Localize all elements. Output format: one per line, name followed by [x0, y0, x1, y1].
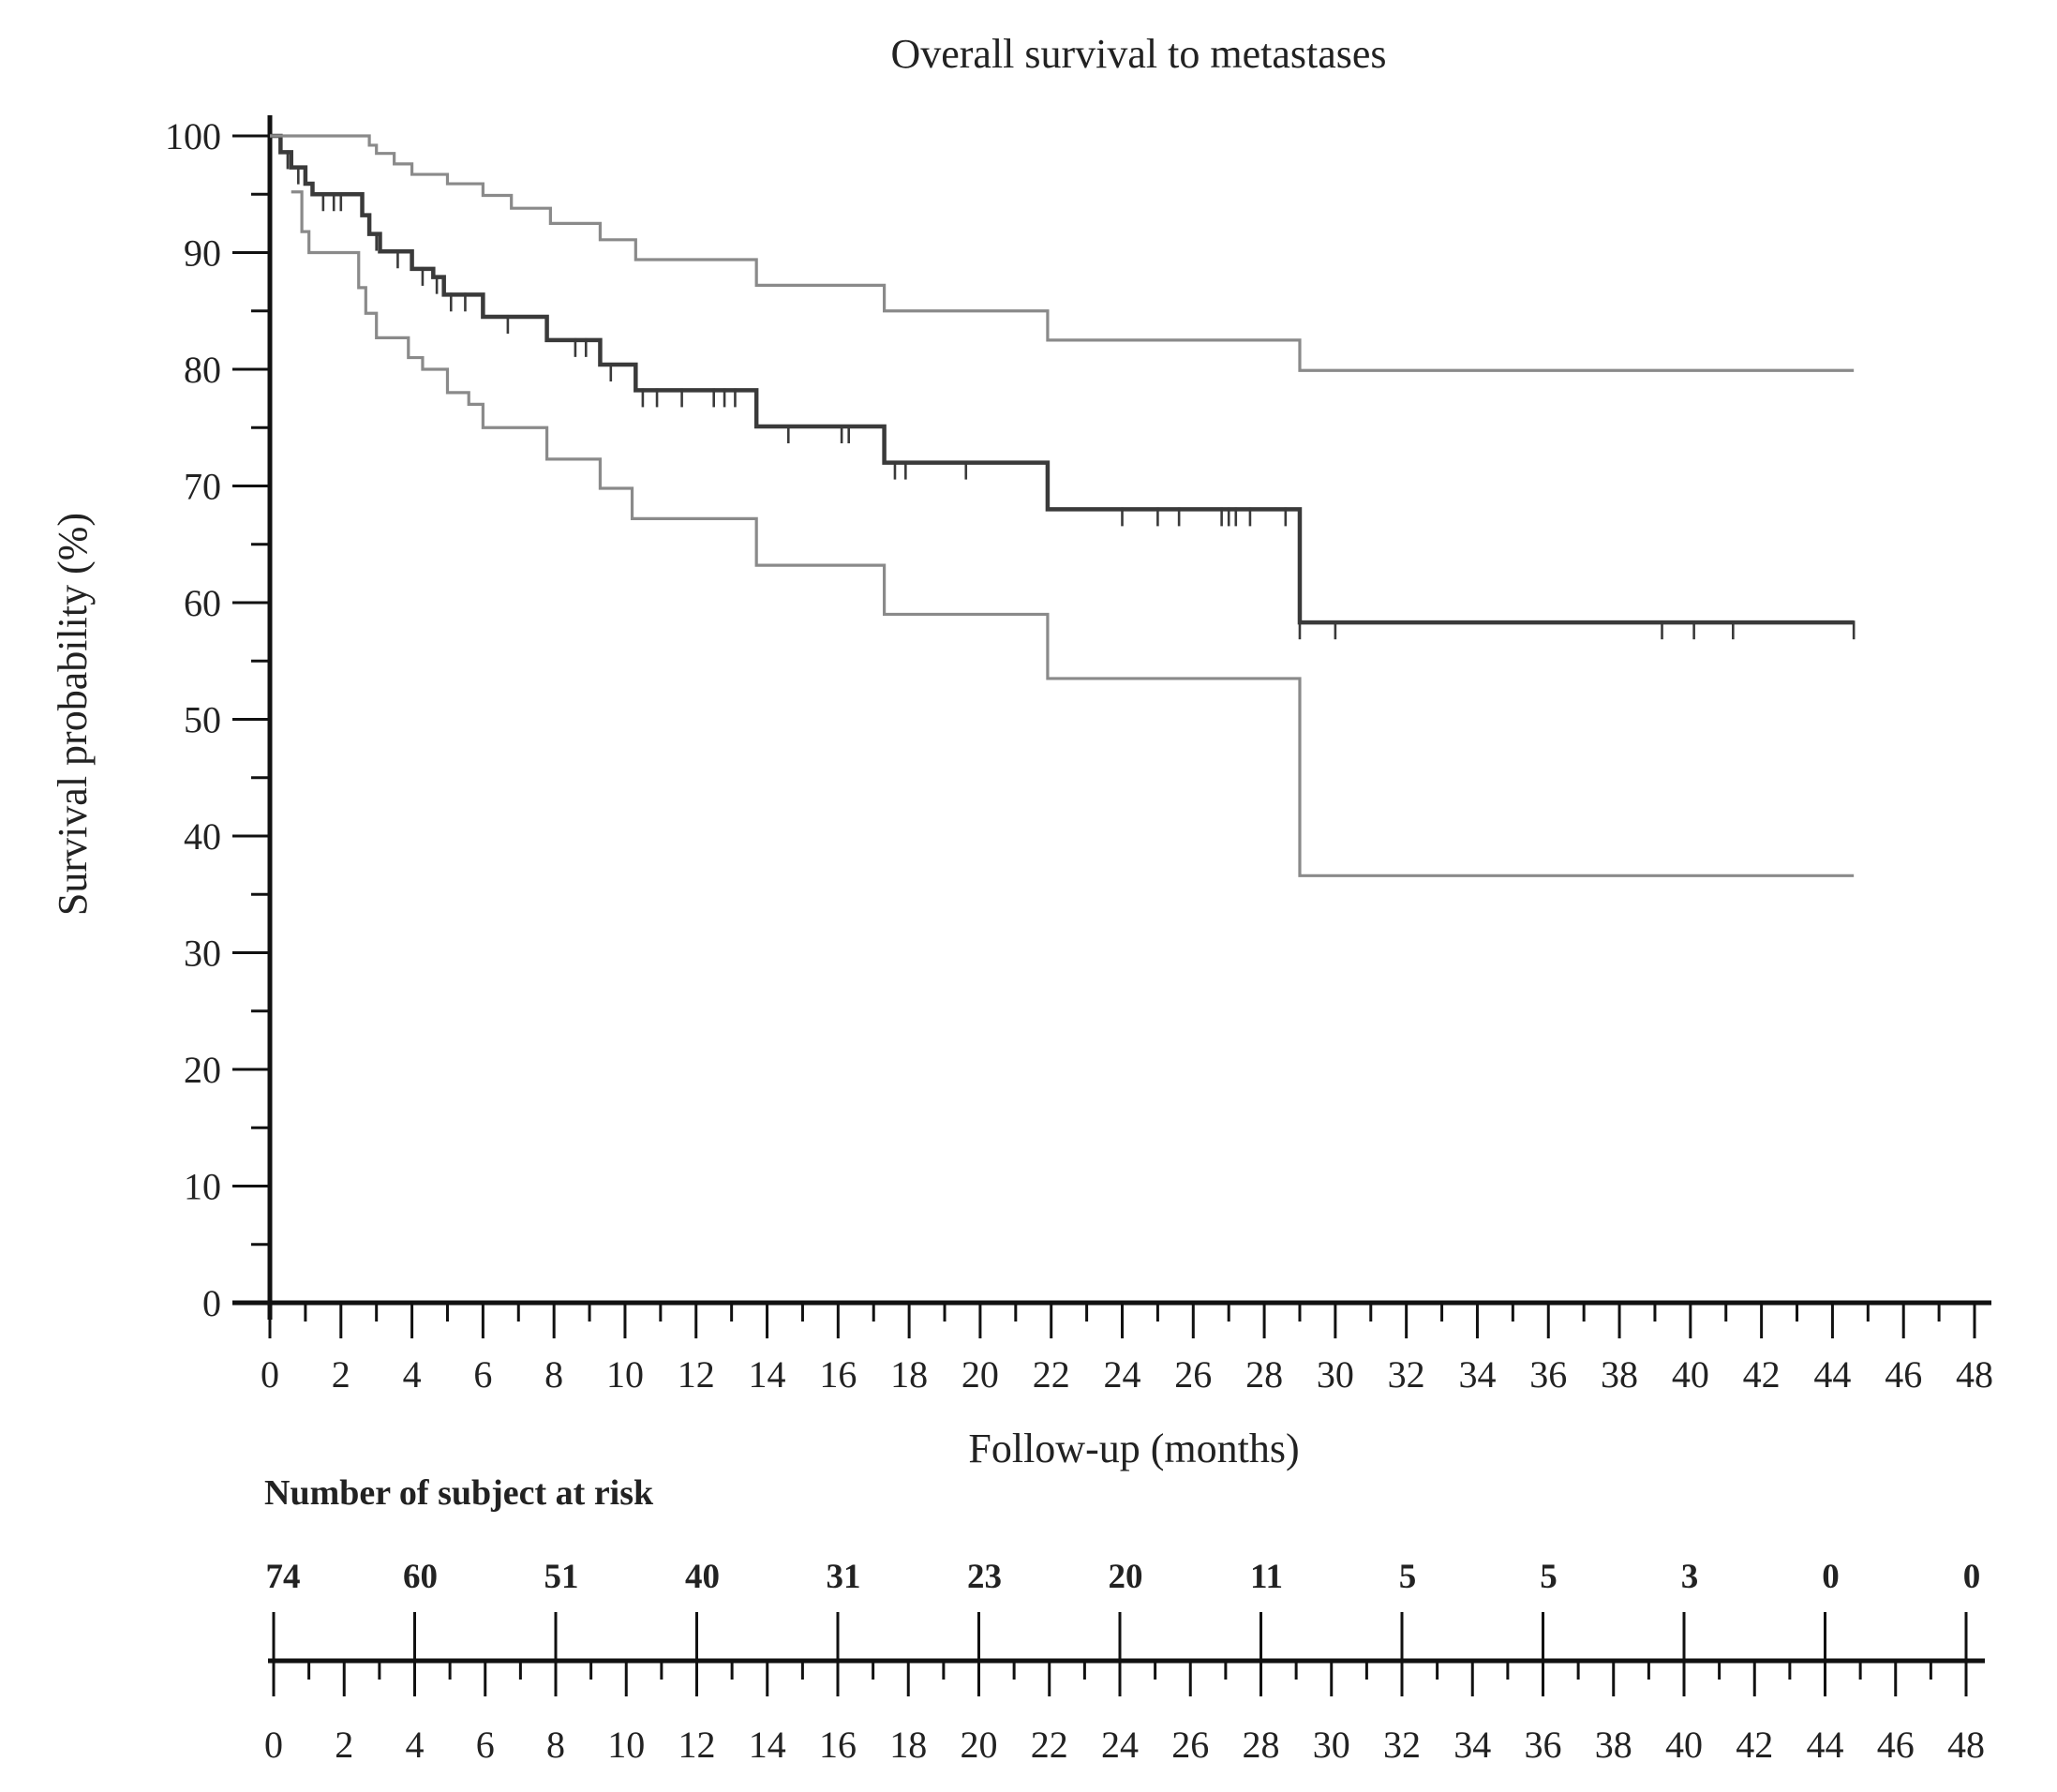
- y-tick-label: 10: [184, 1166, 221, 1208]
- risk-table-title: Number of subject at risk: [264, 1473, 654, 1513]
- risk-x-tick-label: 42: [1736, 1724, 1773, 1766]
- x-tick-label: 12: [678, 1353, 715, 1396]
- x-tick-label: 46: [1885, 1353, 1922, 1396]
- risk-count: 74: [266, 1558, 301, 1596]
- x-tick-label: 18: [890, 1353, 928, 1396]
- risk-x-tick-label: 30: [1313, 1724, 1350, 1766]
- risk-x-tick-label: 40: [1665, 1724, 1703, 1766]
- x-tick-label: 48: [1956, 1353, 1993, 1396]
- risk-x-tick-label: 0: [264, 1724, 283, 1766]
- risk-x-tick-label: 24: [1101, 1724, 1139, 1766]
- risk-x-tick-label: 12: [678, 1724, 716, 1766]
- x-tick-label: 20: [961, 1353, 999, 1396]
- risk-x-tick-label: 22: [1031, 1724, 1068, 1766]
- x-tick-label: 42: [1743, 1353, 1781, 1396]
- risk-x-tick-label: 26: [1171, 1724, 1209, 1766]
- x-tick-label: 14: [749, 1353, 786, 1396]
- x-tick-label: 4: [403, 1353, 422, 1396]
- x-tick-label: 26: [1174, 1353, 1212, 1396]
- x-tick-label: 24: [1104, 1353, 1141, 1396]
- risk-x-tick-label: 8: [546, 1724, 565, 1766]
- y-axis-label: Survival probability (%): [50, 513, 96, 916]
- x-tick-label: 8: [544, 1353, 563, 1396]
- risk-table: 0 2 4 6 8 10 12 14 16 18 20 22 24 26 28 30 32 34 36 38 40 42 4…: [264, 1558, 1985, 1766]
- risk-count: 3: [1681, 1558, 1699, 1596]
- x-tick-label: 44: [1813, 1353, 1851, 1396]
- survival-curves: [270, 133, 1856, 877]
- lower-ci-line: [291, 190, 1855, 877]
- upper-ci-line: [270, 134, 1855, 372]
- risk-count: 11: [1250, 1558, 1283, 1596]
- y-tick-label: 100: [165, 115, 221, 157]
- x-tick-label: 40: [1672, 1353, 1709, 1396]
- x-tick-label: 34: [1458, 1353, 1496, 1396]
- risk-count: 20: [1109, 1558, 1143, 1596]
- x-tick-label: 28: [1245, 1353, 1283, 1396]
- y-tick-label: 0: [202, 1282, 221, 1324]
- risk-x-tick-label: 2: [335, 1724, 353, 1766]
- risk-count: 5: [1399, 1558, 1417, 1596]
- y-tick-label: 20: [184, 1049, 221, 1091]
- survival-estimate-line: [270, 133, 1855, 625]
- risk-x-tick-label: 20: [961, 1724, 998, 1766]
- risk-x-tick-label: 36: [1525, 1724, 1562, 1766]
- risk-count: 60: [403, 1558, 438, 1596]
- x-tick-label: 36: [1529, 1353, 1567, 1396]
- risk-count: 31: [827, 1558, 861, 1596]
- risk-x-tick-label: 4: [406, 1724, 425, 1766]
- risk-x-tick-label: 28: [1243, 1724, 1280, 1766]
- y-tick-label: 90: [184, 232, 221, 275]
- risk-count: 0: [1822, 1558, 1840, 1596]
- x-tick-label: 22: [1033, 1353, 1070, 1396]
- risk-x-tick-label: 10: [607, 1724, 645, 1766]
- risk-count: 51: [544, 1558, 579, 1596]
- risk-count: 5: [1540, 1558, 1558, 1596]
- y-tick-label: 70: [184, 466, 221, 508]
- x-tick-label: 0: [261, 1353, 279, 1396]
- x-tick-label: 6: [473, 1353, 492, 1396]
- risk-x-tick-label: 6: [476, 1724, 495, 1766]
- risk-x-tick-label: 46: [1877, 1724, 1915, 1766]
- x-tick-label: 16: [819, 1353, 857, 1396]
- risk-count: 23: [967, 1558, 1002, 1596]
- x-tick-label: 38: [1601, 1353, 1638, 1396]
- risk-x-tick-label: 16: [819, 1724, 857, 1766]
- risk-x-tick-label: 34: [1453, 1724, 1491, 1766]
- risk-x-tick-label: 14: [749, 1724, 786, 1766]
- chart-title: Overall survival to metastases: [890, 31, 1386, 77]
- y-tick-label: 60: [184, 582, 221, 624]
- risk-count: 40: [685, 1558, 720, 1596]
- x-tick-label: 2: [332, 1353, 350, 1396]
- risk-x-tick-label: 38: [1595, 1724, 1632, 1766]
- y-tick-label: 30: [184, 933, 221, 975]
- risk-count: 0: [1963, 1558, 1981, 1596]
- x-tick-label: 30: [1317, 1353, 1354, 1396]
- x-tick-label: 32: [1388, 1353, 1425, 1396]
- risk-x-tick-label: 48: [1947, 1724, 1985, 1766]
- y-tick-label: 40: [184, 815, 221, 858]
- x-axis-label: Follow-up (months): [968, 1426, 1299, 1471]
- risk-x-tick-label: 18: [889, 1724, 927, 1766]
- risk-x-tick-label: 32: [1383, 1724, 1421, 1766]
- y-tick-label: 80: [184, 349, 221, 391]
- y-tick-label: 50: [184, 699, 221, 741]
- x-tick-label: 10: [606, 1353, 644, 1396]
- risk-x-tick-label: 44: [1807, 1724, 1844, 1766]
